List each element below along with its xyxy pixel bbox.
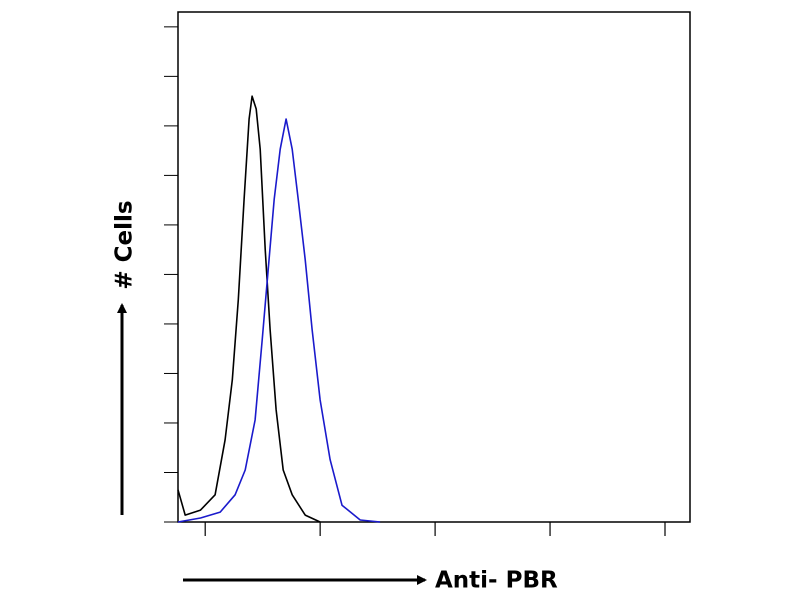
x-axis-label: Anti- PBR: [435, 568, 558, 594]
histogram-line: [177, 118, 381, 523]
y-axis-label: # Cells: [112, 200, 138, 289]
plot-frame: [177, 11, 691, 523]
histogram-line: [177, 95, 321, 523]
